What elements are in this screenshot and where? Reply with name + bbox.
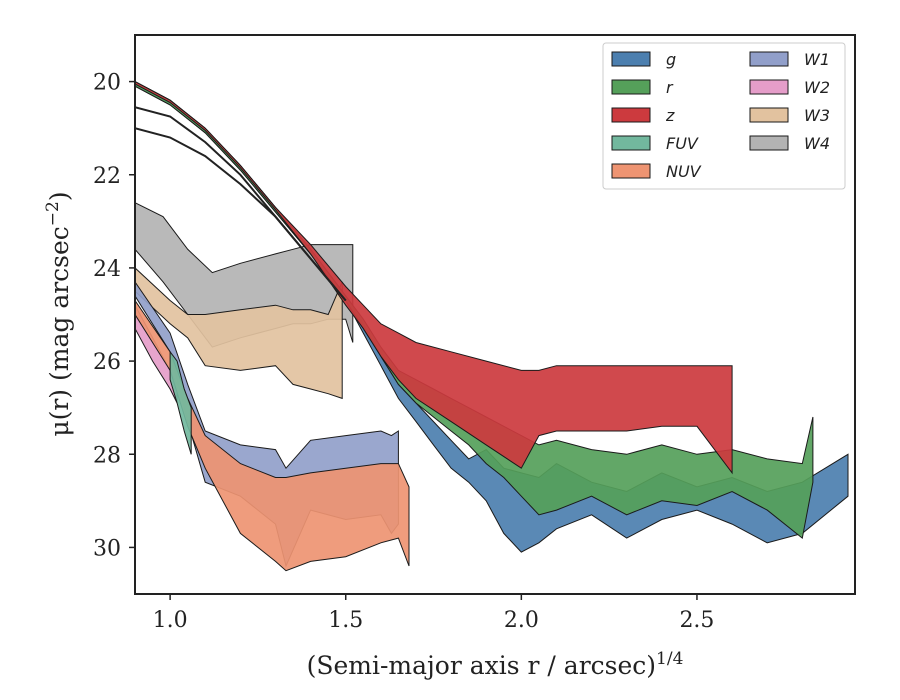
- legend-label-nuv: NUV: [666, 162, 702, 181]
- legend-label-r: r: [666, 78, 674, 97]
- legend-label-z: z: [665, 106, 675, 125]
- area-layer: [135, 81, 849, 572]
- legend-swatch-nuv: [611, 163, 651, 179]
- plot-frame: [134, 34, 856, 595]
- legend-label-w3: W3: [804, 106, 830, 125]
- legend-label-fuv: FUV: [666, 134, 699, 153]
- legend-swatch-w3: [749, 107, 789, 123]
- y-tick-label: 22: [93, 164, 121, 189]
- area-series-z: [135, 81, 733, 475]
- x-tick-label: 2.5: [679, 608, 714, 633]
- line-layer: [135, 106, 347, 302]
- legend-swatch-w4: [749, 135, 789, 151]
- x-tick-label: 1.0: [153, 608, 188, 633]
- y-tick-label: 26: [93, 350, 121, 375]
- y-axis-label-suffix: ): [45, 191, 74, 201]
- area-series-nuv: [135, 299, 410, 572]
- y-tick-label: 24: [93, 257, 121, 282]
- legend-swatch-g: [611, 51, 651, 67]
- y-tick-label: 28: [93, 443, 121, 468]
- area-series-fuv: [169, 350, 192, 455]
- legend-swatch-w1: [749, 51, 789, 67]
- y-tick-label: 30: [93, 536, 121, 561]
- legend-swatch-r: [611, 79, 651, 95]
- x-axis-label-text: (Semi-major axis r / arcsec): [307, 651, 656, 680]
- legend: grz FUV NUV W1 W2 W3 W4: [602, 42, 846, 190]
- legend-label-g: g: [666, 50, 676, 69]
- x-axis-label: (Semi-major axis r / arcsec)1/4: [307, 649, 684, 680]
- y-axis-ticks: 20 22 24 26 28 30: [93, 71, 135, 561]
- x-axis-label-superscript: 1/4: [656, 649, 683, 669]
- legend-label-w4: W4: [804, 134, 830, 153]
- y-axis-label-superscript: −2: [43, 201, 63, 226]
- y-tick-label: 20: [93, 71, 121, 96]
- model-line-2: [135, 127, 347, 302]
- x-tick-label: 1.5: [328, 608, 363, 633]
- y-axis-label-text: μ(r) (mag arcsec: [45, 226, 74, 436]
- legend-swatch-z: [611, 107, 651, 123]
- x-axis-ticks: 1.0 1.5 2.0 2.5: [153, 594, 714, 633]
- x-tick-label: 2.0: [504, 608, 539, 633]
- legend-swatch-fuv: [611, 135, 651, 151]
- legend-swatch-w2: [749, 79, 789, 95]
- legend-label-w2: W2: [804, 78, 830, 97]
- area-series-w3: [135, 267, 343, 400]
- legend-label-w1: W1: [804, 50, 830, 69]
- y-axis-label: μ(r) (mag arcsec−2): [43, 191, 74, 436]
